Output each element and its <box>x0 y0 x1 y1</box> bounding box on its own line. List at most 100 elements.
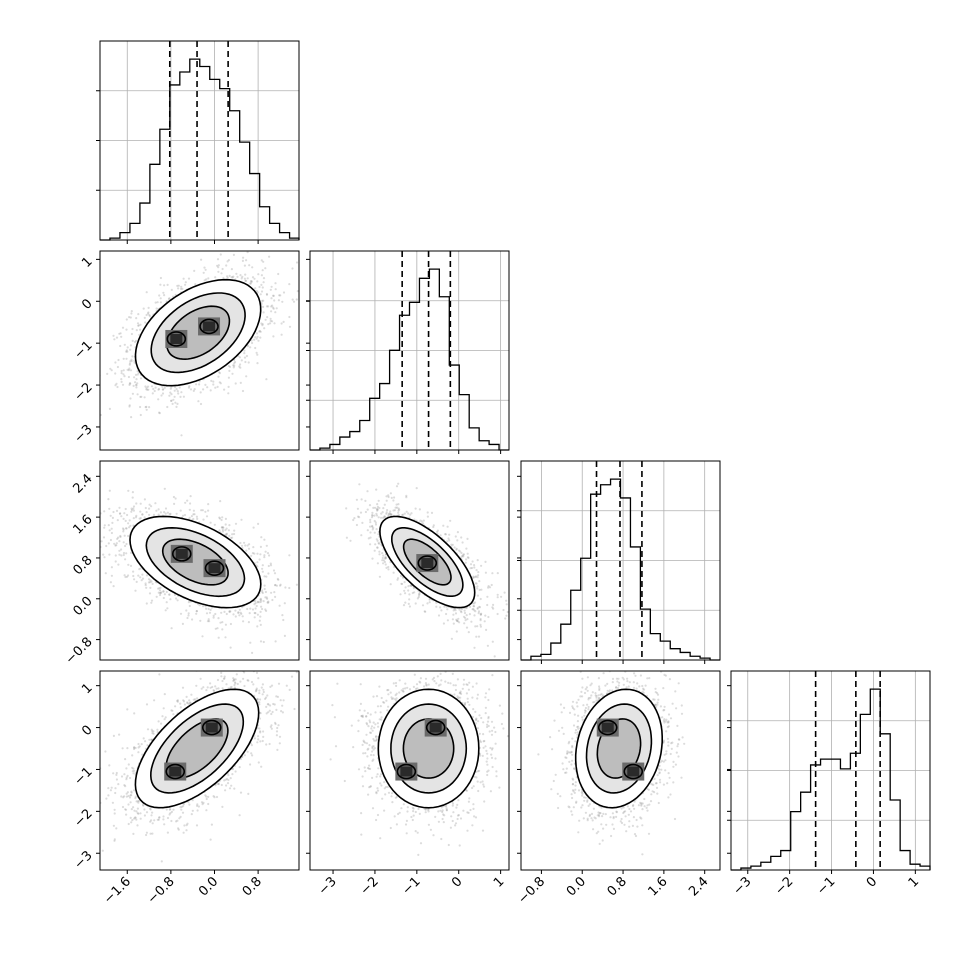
scatter-point <box>267 305 270 308</box>
scatter-point <box>189 495 192 498</box>
scatter-point <box>217 270 220 273</box>
scatter-point <box>295 583 298 586</box>
scatter-point <box>265 305 269 308</box>
scatter-point <box>145 510 148 514</box>
scatter-point <box>112 334 115 337</box>
histogram-step <box>731 688 931 871</box>
scatter-point <box>141 577 145 580</box>
scatter-point <box>199 391 202 394</box>
scatter-point <box>271 320 274 323</box>
scatter-point <box>270 310 273 313</box>
scatter-point <box>206 386 209 389</box>
scatter-point <box>147 581 151 584</box>
scatter-point <box>244 273 247 276</box>
scatter-point <box>139 323 142 326</box>
scatter-point <box>220 518 223 522</box>
scatter-point <box>231 533 234 536</box>
scatter-point <box>164 512 167 515</box>
scatter-point <box>159 592 162 595</box>
scatter-point <box>133 578 136 581</box>
scatter-point <box>256 601 259 604</box>
histogram-step <box>521 478 720 661</box>
scatter-point <box>187 277 191 280</box>
scatter-point <box>280 333 283 336</box>
scatter-point <box>145 291 148 294</box>
scatter-point <box>253 616 256 619</box>
scatter-point <box>264 267 267 270</box>
scatter-point <box>123 343 126 346</box>
scatter-point <box>103 526 106 529</box>
scatter-point <box>228 365 232 368</box>
scatter-point <box>113 542 116 545</box>
scatter-point <box>255 351 258 354</box>
scatter-point <box>135 383 138 386</box>
scatter-point <box>282 320 285 323</box>
scatter-point <box>120 380 123 383</box>
scatter-point <box>120 369 123 373</box>
scatter-point <box>127 489 130 492</box>
grid <box>521 461 720 660</box>
scatter-point <box>129 369 133 372</box>
scatter-point <box>120 335 123 338</box>
scatter-point <box>198 383 201 386</box>
scatter-point <box>129 348 132 351</box>
scatter-point <box>221 528 224 532</box>
scatter-point <box>269 564 273 567</box>
scatter-point <box>251 341 254 345</box>
scatter-point <box>218 371 221 374</box>
scatter-point <box>217 617 220 620</box>
scatter-point <box>247 361 250 364</box>
scatter-point <box>120 372 123 375</box>
scatter-point <box>128 383 131 386</box>
scatter-point <box>263 587 266 591</box>
scatter-point <box>249 346 252 349</box>
scatter-point <box>189 388 193 391</box>
scatter-point <box>115 544 118 547</box>
scatter-point <box>110 574 113 577</box>
scatter-point <box>168 593 171 596</box>
scatter-point <box>244 544 247 547</box>
scatter-point <box>227 364 230 368</box>
scatter-point <box>200 258 203 261</box>
scatter-point <box>267 601 270 604</box>
scatter-point <box>94 532 96 534</box>
scatter-point <box>118 512 122 515</box>
scatter-point <box>159 283 162 286</box>
scatter-point <box>135 386 138 389</box>
scatter-point <box>240 359 243 362</box>
scatter-point <box>203 279 206 282</box>
scatter-point <box>139 405 142 409</box>
scatter-point <box>166 283 169 286</box>
scatter-point <box>135 502 138 505</box>
scatter-point <box>240 544 244 547</box>
scatter-point <box>229 646 232 649</box>
scatter-point <box>261 323 264 326</box>
scatter-point <box>177 392 180 395</box>
scatter-point <box>147 311 150 314</box>
scatter-point <box>144 582 147 585</box>
scatter-point <box>97 411 99 413</box>
scatter-point <box>150 580 153 583</box>
scatter-point <box>108 489 111 492</box>
scatter-point <box>256 335 259 338</box>
scatter-point <box>267 600 270 603</box>
scatter-point <box>136 373 139 376</box>
scatter-point <box>141 573 144 576</box>
scatter-point <box>170 393 173 396</box>
scatter-point <box>251 552 254 555</box>
scatter-point <box>207 618 210 621</box>
scatter-point <box>168 297 171 300</box>
panel-frame <box>730 670 931 871</box>
scatter-point <box>260 283 263 286</box>
scatter-point <box>257 339 260 342</box>
scatter-point <box>129 344 132 347</box>
scatter-point <box>262 277 266 280</box>
density-core <box>170 333 183 344</box>
scatter-point <box>256 625 259 628</box>
scatter-point <box>154 502 157 505</box>
scatter-point <box>195 612 198 615</box>
scatter-point <box>253 277 256 280</box>
scatter-point <box>208 620 211 623</box>
scatter-point <box>139 517 142 520</box>
scatter-point <box>159 301 162 304</box>
